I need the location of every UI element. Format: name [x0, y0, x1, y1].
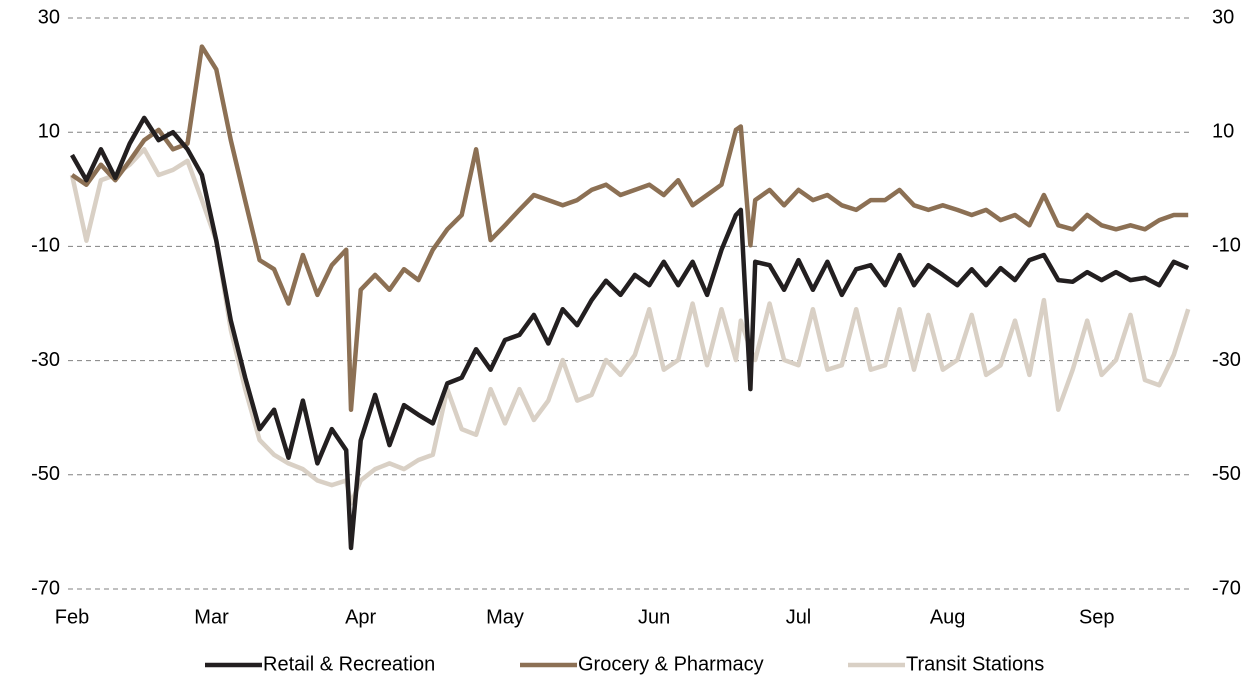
series-line: [69, 147, 1191, 506]
x-tick-label: Sep: [1079, 606, 1115, 628]
x-tick-label: Mar: [194, 606, 229, 628]
y-tick-label-right: 10: [1212, 120, 1234, 142]
x-tick-label: Jun: [638, 606, 670, 628]
x-tick-label: Aug: [930, 606, 966, 628]
y-tick-label-right: -30: [1212, 349, 1241, 371]
legend-label: Transit Stations: [906, 653, 1044, 675]
x-tick-label: Feb: [55, 606, 89, 628]
y-tick-label: -30: [31, 349, 60, 371]
y-tick-label: -70: [31, 577, 60, 599]
y-tick-label: -10: [31, 235, 60, 257]
y-tick-label-right: -70: [1212, 577, 1241, 599]
y-tick-label: 10: [38, 120, 60, 142]
legend-label: Grocery & Pharmacy: [578, 653, 764, 675]
legend-label: Retail & Recreation: [263, 653, 435, 675]
y-tick-label-right: -50: [1212, 463, 1241, 485]
y-tick-label: -50: [31, 463, 60, 485]
y-tick-label-right: 30: [1212, 6, 1234, 28]
x-tick-label: Jul: [786, 606, 812, 628]
series-line: [70, 44, 1189, 412]
x-tick-label: Apr: [345, 606, 376, 628]
x-tick-label: May: [486, 606, 524, 628]
y-tick-label-right: -10: [1212, 235, 1241, 257]
y-tick-label: 30: [38, 6, 60, 28]
series-line: [70, 115, 1190, 551]
